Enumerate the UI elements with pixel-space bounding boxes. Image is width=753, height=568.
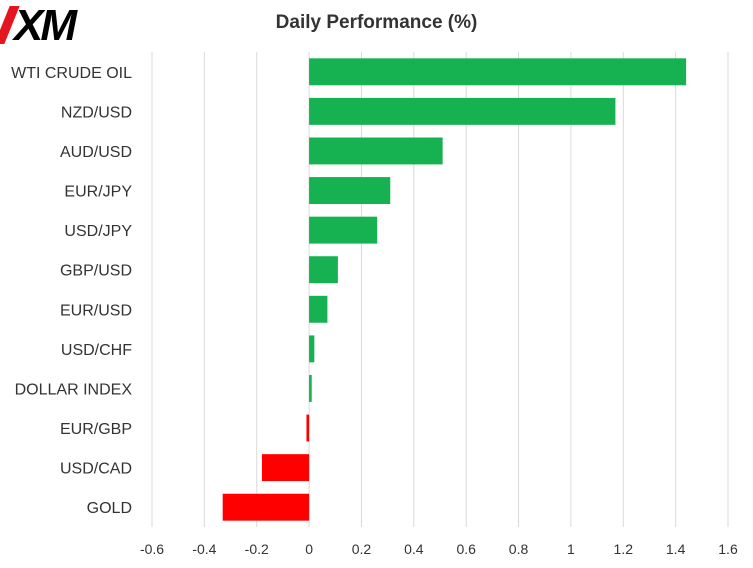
category-label: NZD/USD	[61, 104, 132, 121]
category-label: GOLD	[87, 500, 132, 517]
category-label: DOLLAR INDEX	[15, 381, 133, 398]
x-tick-label: 0.2	[352, 541, 372, 557]
bar	[306, 414, 310, 442]
x-tick-label: 1	[567, 541, 575, 557]
category-label: EUR/USD	[60, 302, 132, 319]
xm-logo-text: XM	[14, 1, 77, 50]
category-label: USD/CAD	[60, 461, 132, 478]
category-label: GBP/USD	[60, 263, 132, 280]
x-tick-label: -0.4	[192, 541, 216, 557]
category-label: WTI CRUDE OIL	[11, 65, 132, 82]
bar	[309, 177, 391, 204]
category-label: EUR/JPY	[64, 184, 132, 201]
bar	[309, 58, 687, 86]
bar	[309, 137, 443, 165]
category-label: AUD/USD	[60, 144, 132, 161]
bar	[309, 335, 315, 363]
x-tick-label: 1.2	[614, 541, 634, 557]
bar	[309, 295, 328, 323]
x-tick-label: 0.6	[456, 541, 476, 557]
bar	[309, 375, 312, 402]
x-tick-label: 1.4	[666, 541, 686, 557]
x-tick-label: -0.2	[245, 541, 269, 557]
category-label: USD/CHF	[61, 342, 132, 359]
x-tick-label: -0.6	[140, 541, 164, 557]
category-labels: WTI CRUDE OIL NZD/USD AUD/USD EUR/JPY USD/JP…	[11, 65, 132, 517]
category-label: USD/JPY	[64, 223, 132, 240]
bar	[309, 216, 378, 244]
bar	[222, 493, 310, 521]
grid-lines	[151, 52, 729, 527]
x-tick-label: 0.8	[509, 541, 529, 557]
bars	[222, 58, 687, 521]
chart-title: Daily Performance (%)	[275, 12, 478, 33]
x-tick-label: 1.6	[718, 541, 738, 557]
bar	[309, 256, 338, 284]
xm-logo: XM	[0, 0, 118, 50]
x-tick-labels: -0.6 -0.4 -0.2 0 0.2 0.4 0.6 0.8 1 1.2 1.4 1.6	[140, 541, 738, 557]
x-tick-label: 0.4	[404, 541, 424, 557]
bar	[309, 97, 616, 125]
category-label: EUR/GBP	[60, 421, 132, 438]
x-tick-label: 0	[305, 541, 313, 557]
bar	[261, 454, 310, 482]
